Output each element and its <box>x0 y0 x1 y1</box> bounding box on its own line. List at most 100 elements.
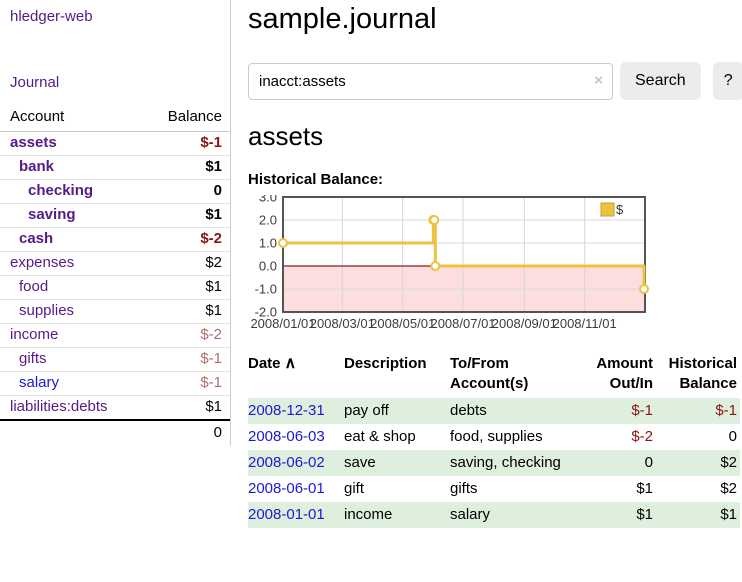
transaction-amount: $-2 <box>631 428 653 445</box>
transaction-accounts: food, supplies <box>450 428 543 445</box>
register-table: Date ∧ Description To/From Account(s) Amo… <box>248 352 740 528</box>
sidebar-account-link[interactable]: checking <box>28 182 94 199</box>
y-axis-tick-label: 1.0 <box>259 236 277 251</box>
transaction-amount: $1 <box>636 506 653 523</box>
transaction-amount: $-1 <box>631 402 653 419</box>
transaction-description: income <box>344 506 393 523</box>
account-balance: $1 <box>145 203 230 228</box>
account-row: checking 0 <box>0 179 230 204</box>
account-balance: $-2 <box>145 227 230 252</box>
register-header-balance: Historical Balance <box>668 355 737 392</box>
account-balance: 0 <box>145 179 230 204</box>
account-row: bank $1 <box>0 155 230 180</box>
transaction-date-link[interactable]: 2008-12-31 <box>248 402 325 419</box>
register-header-description: Description <box>344 355 427 372</box>
sidebar-item-journal[interactable]: Journal <box>10 74 60 91</box>
transaction-date-link[interactable]: 2008-06-03 <box>248 428 325 445</box>
accounts-total-row: 0 <box>0 419 230 445</box>
search-button[interactable]: Search <box>620 62 701 100</box>
account-balance: $-1 <box>145 131 230 156</box>
sidebar-account-link[interactable]: bank <box>19 158 55 175</box>
search-form: × Search ? <box>248 62 742 100</box>
y-axis-tick-label: 0.0 <box>259 259 277 274</box>
sidebar-account-link[interactable]: expenses <box>10 254 75 271</box>
transaction-accounts: saving, checking <box>450 454 561 471</box>
legend-swatch <box>600 202 615 217</box>
account-balance: $2 <box>145 251 230 276</box>
x-axis-tick-label: 2008/07/01 <box>430 316 495 331</box>
transaction-date-cell: 2008-06-03 <box>248 424 344 450</box>
chart-canvas: 3.0 2.0 1.0 0.0 -1.0 -2.02008/01/012008/03/01… <box>250 190 650 331</box>
search-input[interactable] <box>248 62 613 100</box>
transaction-row: 2008-06-01 gift gifts $1 $2 <box>248 476 740 502</box>
account-balance: $1 <box>145 155 230 180</box>
account-row: supplies $1 <box>0 299 230 324</box>
transaction-row: 2008-06-02 save saving, checking 0 $2 <box>248 450 740 476</box>
transaction-date-link[interactable]: 2008-06-01 <box>248 480 325 497</box>
register-header-amount: Amount Out/In <box>596 355 653 392</box>
transaction-row: 2008-06-03 eat & shop food, supplies $-2 0 <box>248 424 740 450</box>
register-header-accounts: To/From Account(s) <box>450 355 529 392</box>
transaction-row: 2008-12-31 pay off debts $-1 $-1 <box>248 398 740 424</box>
x-axis-tick-label: 2008/11/01 <box>553 316 617 331</box>
account-row: saving $1 <box>0 203 230 228</box>
help-button[interactable]: ? <box>712 62 742 100</box>
account-row: liabilities:debts $1 <box>0 396 230 421</box>
data-point-marker <box>430 261 441 271</box>
accounts-total-balance: 0 <box>145 419 230 445</box>
transaction-balance: 0 <box>728 428 737 445</box>
register-header-date[interactable]: Date ∧ <box>248 355 297 372</box>
transaction-description: pay off <box>344 402 389 419</box>
account-row: assets $-1 <box>0 131 230 156</box>
account-heading: assets <box>248 121 324 151</box>
account-balance: $1 <box>145 275 230 300</box>
account-row: income $-2 <box>0 323 230 348</box>
transaction-description: save <box>344 454 376 471</box>
sidebar-account-link[interactable]: cash <box>19 230 54 247</box>
transaction-accounts: salary <box>450 506 491 523</box>
clear-search-icon[interactable]: × <box>594 71 603 89</box>
sidebar-account-link[interactable]: saving <box>28 206 76 223</box>
legend-label: $ <box>616 202 624 217</box>
main-content: sample.journal × Search ? assets Histori… <box>231 0 742 582</box>
sidebar-account-link[interactable]: liabilities:debts <box>10 398 108 415</box>
sort-ascending-icon: ∧ <box>284 355 297 372</box>
x-axis-tick-label: 2008/05/01 <box>370 316 435 331</box>
sidebar-account-link[interactable]: salary <box>19 374 60 391</box>
sidebar-account-link[interactable]: gifts <box>19 350 47 367</box>
transaction-amount: $1 <box>636 480 653 497</box>
accounts-table-header-balance: Balance <box>145 106 230 132</box>
account-balance: $-1 <box>145 371 230 396</box>
transaction-amount: 0 <box>644 454 653 471</box>
y-axis-tick-label: 2.0 <box>259 213 277 228</box>
transaction-date-link[interactable]: 2008-06-02 <box>248 454 325 471</box>
transaction-accounts: gifts <box>450 480 478 497</box>
y-axis-tick-label: 3.0 <box>259 195 277 205</box>
page-title: sample.journal <box>248 3 437 35</box>
transaction-row: 2008-01-01 income salary $1 $1 <box>248 502 740 528</box>
sidebar-account-link[interactable]: food <box>19 278 49 295</box>
transaction-date-link[interactable]: 2008-01-01 <box>248 506 325 523</box>
x-axis-tick-label: 2008/01/01 <box>250 316 315 331</box>
transaction-date-cell: 2008-06-02 <box>248 450 344 476</box>
account-balance: $1 <box>145 299 230 324</box>
sidebar-account-link[interactable]: assets <box>10 134 57 151</box>
accounts-table-header-account: Account <box>0 106 146 132</box>
sidebar-account-link[interactable]: supplies <box>19 302 75 319</box>
data-point-marker <box>429 215 440 225</box>
account-balance: $-1 <box>145 347 230 372</box>
transaction-description: eat & shop <box>344 428 416 445</box>
accounts-table: Account Balance assets $-1 bank $1 checking 0… <box>0 106 230 445</box>
sidebar: hledger-web Journal Account Balance asse… <box>0 0 231 446</box>
transaction-date-cell: 2008-01-01 <box>248 502 344 528</box>
transaction-balance: $1 <box>720 506 737 523</box>
historical-balance-chart: 3.0 2.0 1.0 0.0 -1.0 -2.0 2008/01/01 2008/03/01… <box>248 190 742 340</box>
chart-title: Historical Balance: <box>248 171 384 188</box>
account-row: food $1 <box>0 275 230 300</box>
plot-border <box>282 196 646 313</box>
transaction-date-cell: 2008-06-01 <box>248 476 344 502</box>
data-point-marker <box>278 238 288 248</box>
app-title-link[interactable]: hledger-web <box>10 8 93 25</box>
sidebar-account-link[interactable]: income <box>10 326 59 343</box>
y-axis-tick-label: -2.0 <box>255 305 277 320</box>
